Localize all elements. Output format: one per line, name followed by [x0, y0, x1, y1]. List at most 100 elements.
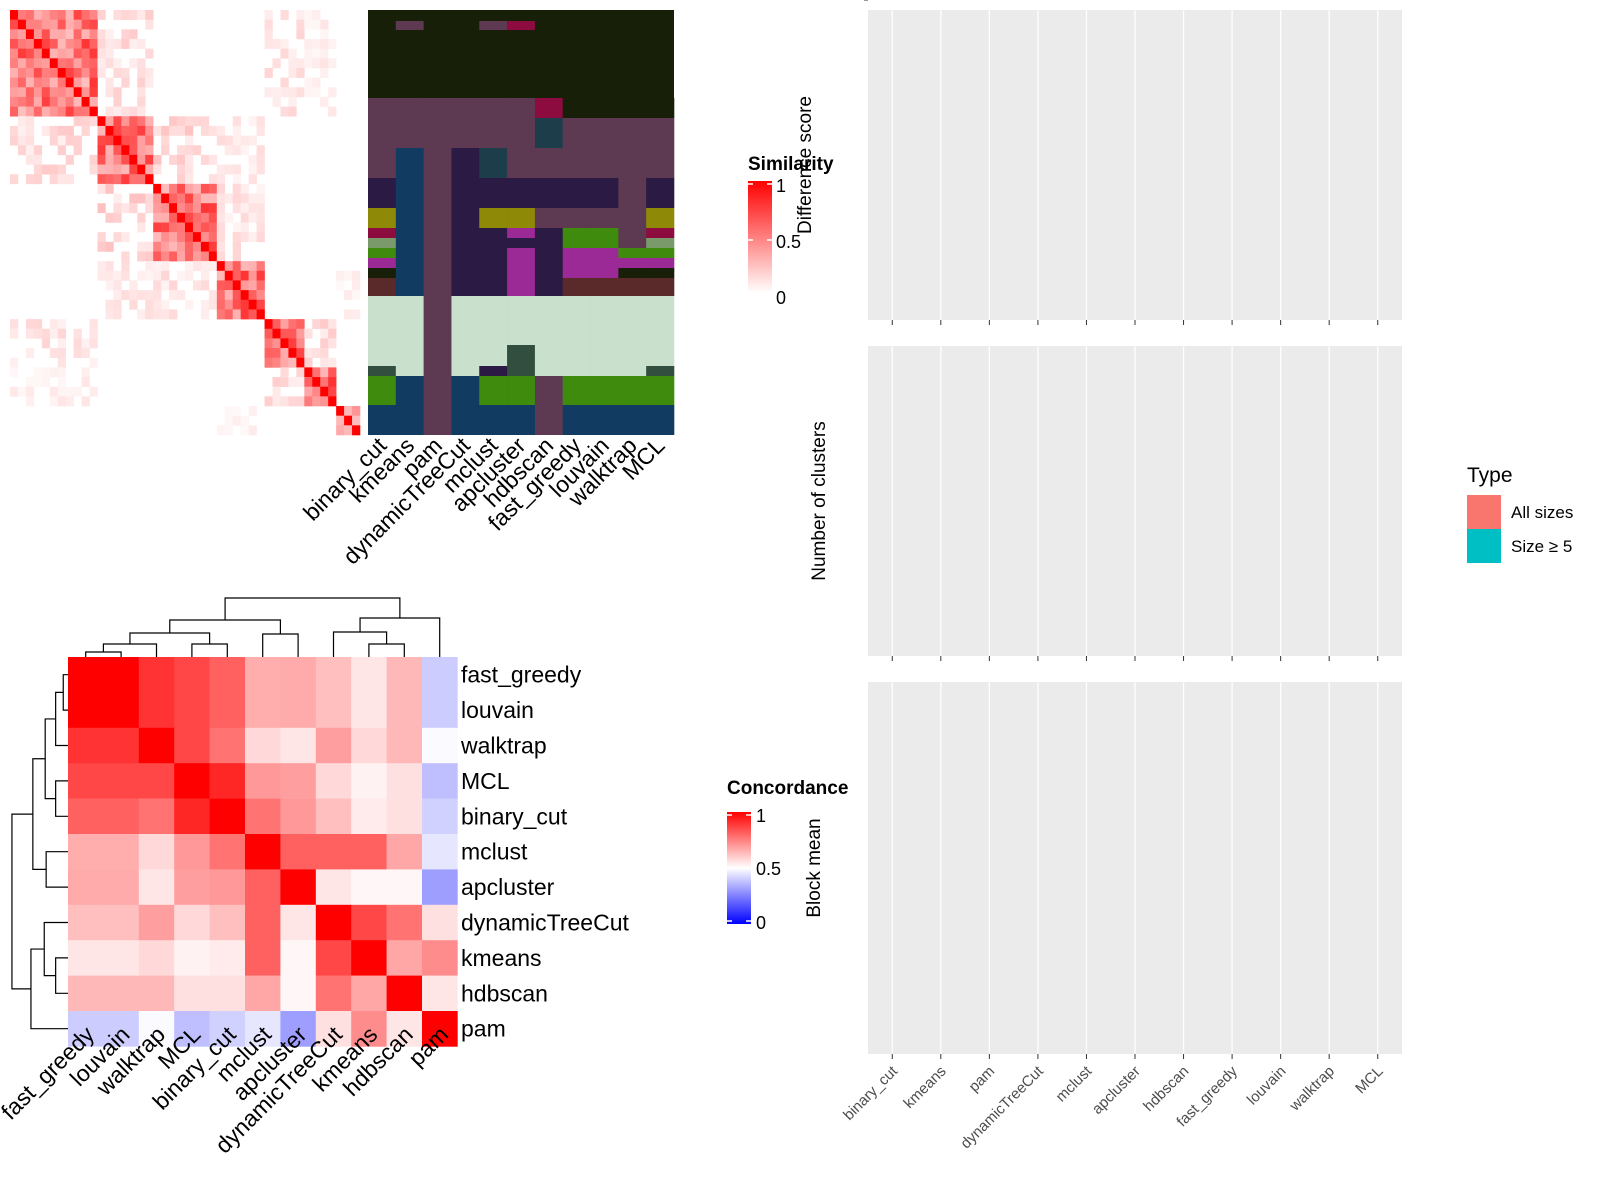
similarity-cell [224, 290, 234, 301]
similarity-cell [248, 174, 257, 185]
concordance-cell [351, 692, 387, 729]
similarity-cell [169, 154, 178, 165]
similarity-legend-tick-05: 0.5 [776, 232, 801, 252]
similarity-cell [49, 125, 59, 136]
membership-cell [451, 118, 480, 148]
membership-column-labels: binary_cutkmeanspamdynamicTreeCutmclusta… [298, 432, 670, 570]
membership-cell [423, 208, 452, 228]
similarity-cell [264, 348, 273, 359]
similarity-cell [145, 193, 154, 204]
membership-cell [507, 405, 536, 435]
x-tick-label: MCL [1352, 1063, 1386, 1097]
similarity-cell [248, 154, 257, 165]
concordance-cell [103, 727, 140, 764]
similarity-cell [200, 203, 210, 214]
dendrogram-link [368, 643, 405, 657]
concordance-cell [68, 940, 104, 976]
similarity-cell [256, 193, 265, 204]
similarity-cell [177, 116, 186, 127]
similarity-cell [25, 38, 35, 49]
similarity-cell [49, 348, 59, 359]
similarity-cell [185, 154, 194, 165]
similarity-cell [113, 106, 122, 117]
concordance-row-label: hdbscan [461, 980, 548, 1006]
concordance-cell [245, 1011, 281, 1047]
membership-cell [507, 268, 536, 278]
similarity-cell [25, 125, 35, 136]
membership-cell [507, 248, 536, 258]
similarity-cell [296, 367, 305, 378]
similarity-cell [81, 77, 90, 88]
similarity-cell [81, 29, 90, 40]
concordance-cell [315, 692, 352, 729]
y-tick-label: 0 [853, 0, 861, 4]
similarity-cell [248, 135, 257, 146]
similarity-cell [280, 87, 289, 98]
similarity-cell [57, 29, 66, 40]
similarity-cell [200, 251, 210, 262]
concordance-cell [209, 1011, 246, 1047]
similarity-cell [10, 367, 19, 378]
similarity-cell [10, 10, 19, 20]
similarity-cell [137, 154, 146, 165]
concordance-row-label: kmeans [461, 945, 542, 971]
type-legend-swatch-all [1467, 495, 1501, 529]
concordance-cell [209, 904, 246, 941]
similarity-cell [328, 38, 337, 49]
similarity-cell [304, 377, 313, 388]
similarity-cell [121, 203, 130, 214]
similarity-cell [256, 203, 265, 214]
similarity-cell [97, 270, 106, 281]
similarity-cell [81, 377, 90, 388]
similarity-cell [17, 116, 27, 127]
concordance-cell [280, 1011, 317, 1047]
membership-cell [562, 178, 591, 208]
similarity-cell [129, 203, 138, 214]
similarity-cell [10, 125, 19, 136]
similarity-cell [65, 135, 74, 146]
similarity-cell [296, 29, 305, 40]
membership-cell [562, 278, 591, 296]
similarity-cell [232, 193, 241, 204]
similarity-cell [97, 261, 106, 272]
concordance-cell [68, 1011, 104, 1047]
similarity-cell [137, 77, 146, 88]
concordance-cell [351, 869, 387, 906]
membership-cell [368, 376, 397, 405]
similarity-cell [248, 299, 257, 310]
similarity-cell [161, 203, 170, 214]
similarity-cell [121, 261, 130, 272]
similarity-cell [10, 106, 19, 117]
similarity-cell [240, 232, 249, 243]
dendrogram-link [262, 633, 299, 657]
similarity-cell [296, 319, 305, 330]
membership-cell [646, 118, 675, 148]
similarity-cell [17, 67, 27, 78]
similarity-cell [121, 174, 130, 185]
similarity-cell [137, 270, 146, 281]
similarity-cell [33, 96, 43, 107]
concordance-cell [280, 798, 317, 835]
membership-cell [534, 238, 564, 248]
similarity-cell [89, 106, 98, 117]
similarity-cell [161, 241, 170, 252]
similarity-cell [296, 338, 305, 349]
membership-cell [368, 345, 397, 366]
membership-cell [451, 278, 480, 296]
similarity-cell [177, 241, 186, 252]
x-tick-label: mclust [1053, 1062, 1096, 1105]
similarity-cell [33, 367, 43, 378]
similarity-cell [232, 290, 241, 301]
similarity-cell [57, 396, 66, 407]
similarity-cell [137, 164, 146, 175]
membership-cell [368, 278, 397, 296]
similarity-cell [224, 415, 234, 426]
similarity-cell [17, 106, 27, 117]
similarity-cell [89, 29, 98, 40]
similarity-cell [57, 319, 66, 330]
membership-cell [479, 345, 508, 366]
similarity-cell [33, 48, 43, 59]
similarity-cell [65, 125, 74, 136]
similarity-cell [272, 377, 281, 388]
membership-cell [479, 268, 508, 278]
